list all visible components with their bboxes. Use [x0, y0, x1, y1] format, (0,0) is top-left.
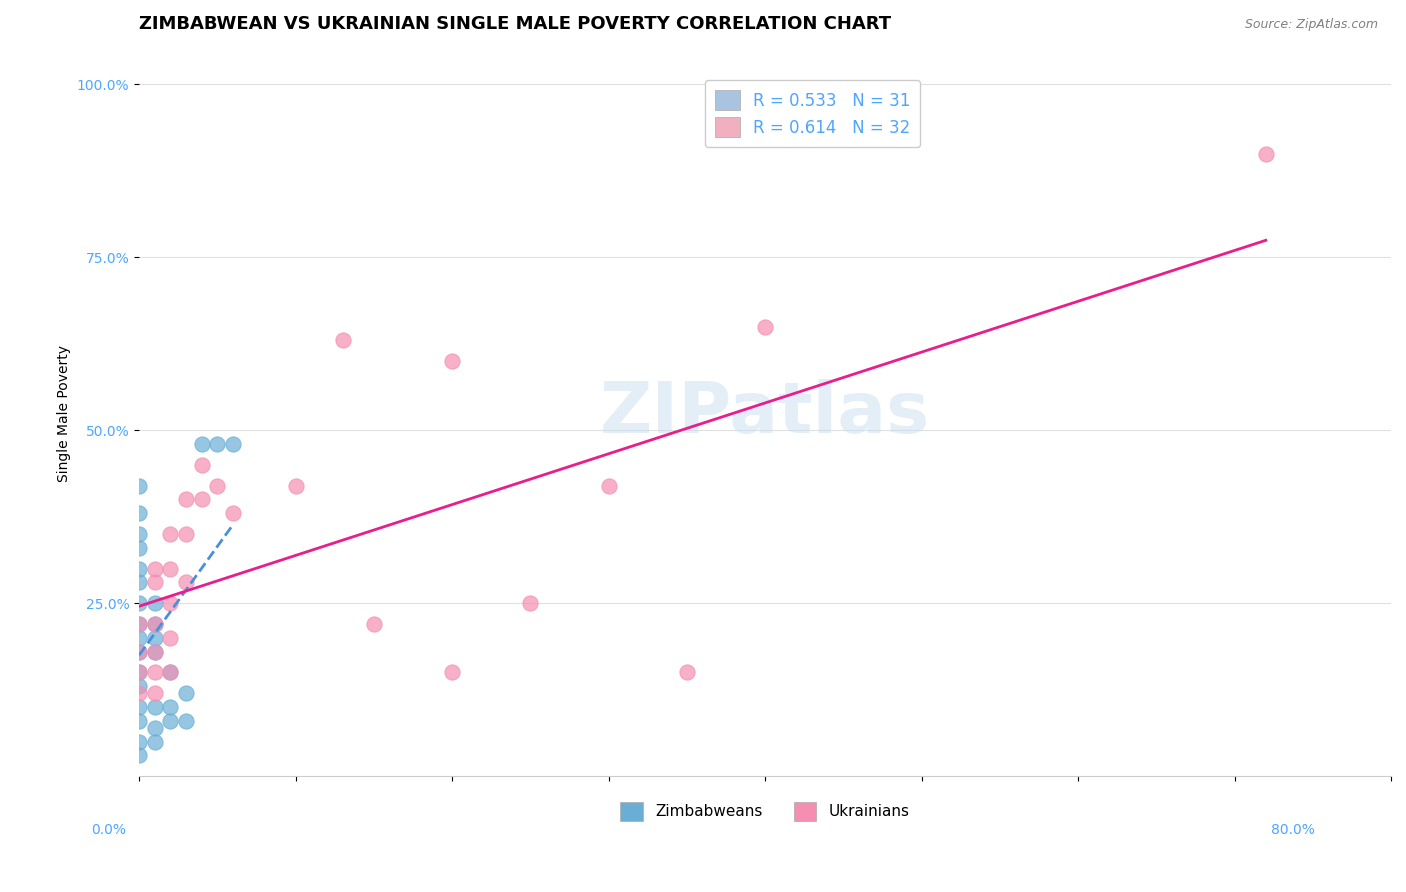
- Text: Source: ZipAtlas.com: Source: ZipAtlas.com: [1244, 18, 1378, 31]
- Point: [159, 700, 181, 714]
- Point: [675, 665, 697, 680]
- Point: [143, 645, 166, 659]
- Point: [143, 734, 166, 748]
- Point: [441, 354, 464, 368]
- Text: ZIPatlas: ZIPatlas: [600, 378, 931, 448]
- Point: [128, 617, 150, 632]
- Point: [128, 645, 150, 659]
- Point: [754, 319, 776, 334]
- Point: [143, 700, 166, 714]
- Point: [143, 686, 166, 700]
- Y-axis label: Single Male Poverty: Single Male Poverty: [58, 344, 72, 482]
- Point: [143, 617, 166, 632]
- Point: [128, 478, 150, 492]
- Point: [174, 575, 197, 590]
- Point: [128, 631, 150, 645]
- Point: [143, 665, 166, 680]
- Point: [207, 478, 229, 492]
- Point: [159, 561, 181, 575]
- Point: [143, 617, 166, 632]
- Point: [1254, 146, 1277, 161]
- Point: [190, 458, 212, 472]
- Point: [143, 631, 166, 645]
- Point: [174, 527, 197, 541]
- Point: [159, 665, 181, 680]
- Point: [128, 665, 150, 680]
- Point: [128, 541, 150, 555]
- Point: [128, 645, 150, 659]
- Point: [519, 596, 541, 610]
- Text: ZIMBABWEAN VS UKRAINIAN SINGLE MALE POVERTY CORRELATION CHART: ZIMBABWEAN VS UKRAINIAN SINGLE MALE POVE…: [139, 15, 891, 33]
- Point: [128, 527, 150, 541]
- Point: [143, 721, 166, 735]
- Text: 80.0%: 80.0%: [1271, 823, 1315, 837]
- Point: [190, 492, 212, 507]
- Point: [128, 506, 150, 520]
- Point: [159, 631, 181, 645]
- Point: [207, 437, 229, 451]
- Point: [284, 478, 307, 492]
- Point: [128, 686, 150, 700]
- Point: [441, 665, 464, 680]
- Point: [190, 437, 212, 451]
- Point: [128, 714, 150, 728]
- Point: [128, 679, 150, 693]
- Point: [128, 700, 150, 714]
- Point: [222, 506, 245, 520]
- Point: [143, 575, 166, 590]
- Point: [143, 645, 166, 659]
- Point: [174, 686, 197, 700]
- Point: [159, 596, 181, 610]
- Point: [128, 617, 150, 632]
- Point: [598, 478, 620, 492]
- Point: [332, 334, 354, 348]
- Point: [174, 492, 197, 507]
- Text: 0.0%: 0.0%: [91, 823, 127, 837]
- Point: [222, 437, 245, 451]
- Point: [128, 748, 150, 763]
- Point: [128, 596, 150, 610]
- Point: [159, 714, 181, 728]
- Point: [159, 527, 181, 541]
- Point: [128, 561, 150, 575]
- Point: [174, 714, 197, 728]
- Point: [128, 575, 150, 590]
- Point: [143, 561, 166, 575]
- Point: [159, 665, 181, 680]
- Legend: Zimbabweans, Ukrainians: Zimbabweans, Ukrainians: [614, 796, 915, 827]
- Point: [363, 617, 385, 632]
- Point: [128, 734, 150, 748]
- Point: [143, 596, 166, 610]
- Point: [128, 665, 150, 680]
